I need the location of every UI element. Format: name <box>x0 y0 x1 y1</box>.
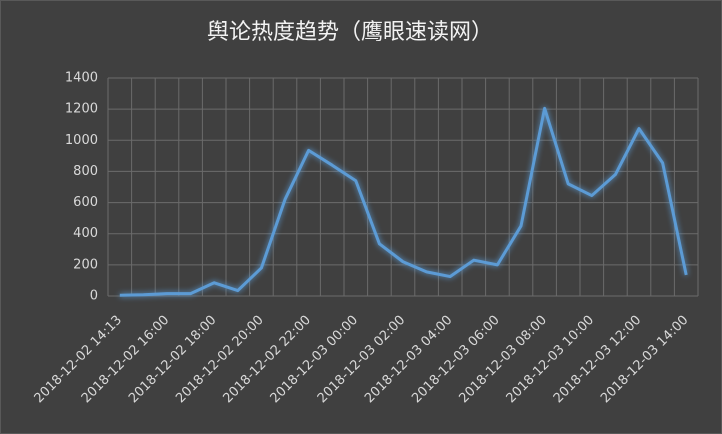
y-tick-label: 400 <box>73 226 98 241</box>
y-tick-label: 600 <box>73 195 98 210</box>
y-tick-label: 0 <box>90 289 98 304</box>
chart-title: 舆论热度趋势（鹰眼速读网） <box>207 20 493 45</box>
data-line <box>119 106 688 297</box>
y-tick-label: 1400 <box>65 71 98 86</box>
y-tick-label: 1000 <box>65 133 98 148</box>
y-tick-label: 200 <box>73 257 98 272</box>
y-tick-label: 800 <box>73 164 98 179</box>
y-tick-label: 1200 <box>65 102 98 117</box>
